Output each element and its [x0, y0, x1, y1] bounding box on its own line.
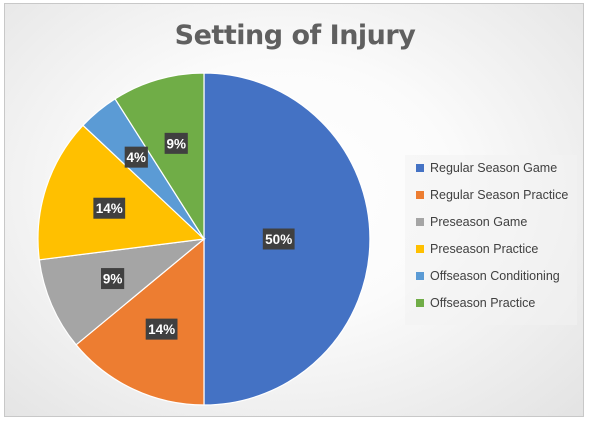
- chart-area: Setting of Injury 50% 14% 9% 14% 4% 9% Regula…: [4, 3, 584, 417]
- chart-title: Setting of Injury: [174, 20, 416, 51]
- data-label-background: [100, 268, 125, 290]
- data-label: 9%: [103, 272, 123, 287]
- data-label-background: [262, 228, 295, 250]
- legend-label: Preseason Practice: [430, 242, 539, 256]
- pie-slice: [114, 72, 205, 242]
- legend-swatch: [416, 191, 424, 199]
- data-label-background: [93, 197, 126, 219]
- data-label: 4%: [127, 150, 147, 165]
- data-label: 9%: [166, 136, 186, 151]
- legend-item: Offseason Conditioning: [416, 269, 560, 283]
- pie-chart: 50% 14% 9% 14% 4% 9%: [37, 72, 371, 406]
- pie-slice: [38, 238, 206, 346]
- legend-swatch: [416, 218, 424, 226]
- legend-label: Preseason Game: [430, 215, 528, 229]
- legend-label: Regular Season Practice: [430, 188, 569, 202]
- legend-swatch: [416, 245, 424, 253]
- legend-swatch: [416, 272, 424, 280]
- data-label-background: [145, 318, 178, 340]
- legend-item: Preseason Practice: [416, 242, 538, 256]
- legend-swatch: [416, 299, 424, 307]
- data-label: 14%: [148, 322, 175, 337]
- legend-label: Regular Season Game: [430, 161, 558, 175]
- data-label: 14%: [96, 201, 123, 216]
- legend-label: Offseason Practice: [430, 296, 536, 310]
- legend-item: Preseason Game: [416, 215, 527, 229]
- legend-item: Regular Season Practice: [416, 188, 568, 202]
- pie-slice: [75, 237, 205, 406]
- data-label-background: [164, 132, 188, 154]
- pie-slice: [37, 124, 206, 261]
- legend-swatch: [416, 164, 424, 172]
- chart-legend: Regular Season Game Regular Season Practi…: [405, 155, 577, 325]
- legend-label: Offseason Conditioning: [430, 269, 560, 283]
- data-label: 50%: [265, 232, 292, 247]
- legend-item: Regular Season Game: [416, 161, 557, 175]
- legend-item: Offseason Practice: [416, 296, 535, 310]
- data-label-background: [124, 146, 148, 168]
